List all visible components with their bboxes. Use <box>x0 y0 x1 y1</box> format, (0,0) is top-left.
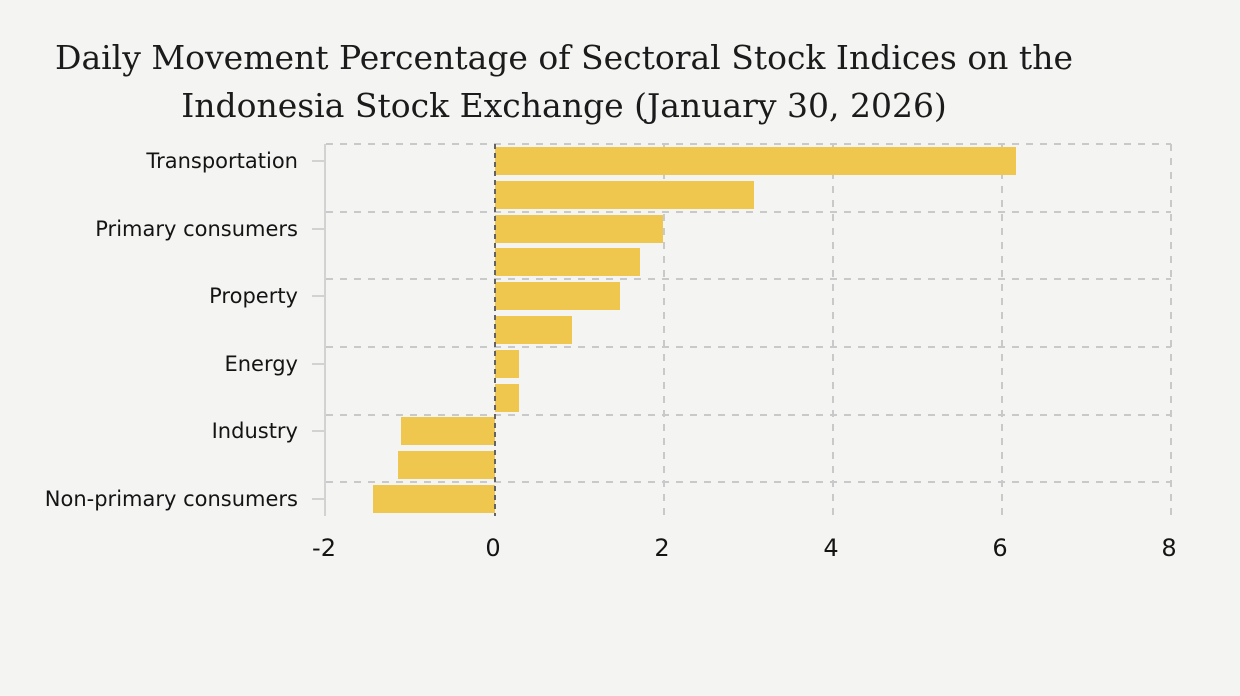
bar <box>495 180 755 209</box>
x-axis-label: -2 <box>312 534 336 562</box>
x-axis-label: 0 <box>485 534 501 562</box>
vertical-gridline <box>663 144 665 516</box>
y-axis-label: Primary consumers <box>95 216 298 241</box>
zero-line <box>494 144 496 516</box>
y-tick <box>312 159 324 162</box>
bar <box>495 248 641 277</box>
bar <box>495 146 1016 175</box>
vertical-gridline <box>1001 144 1003 516</box>
x-axis-label: 4 <box>823 534 839 562</box>
x-axis-label: 2 <box>654 534 670 562</box>
x-axis-label: 8 <box>1161 534 1177 562</box>
y-tick <box>312 498 324 501</box>
horizontal-gridline <box>326 143 1171 145</box>
horizontal-gridline <box>326 481 1171 484</box>
vertical-gridline <box>832 144 834 516</box>
y-tick <box>312 430 324 433</box>
plot-area <box>324 143 1172 516</box>
bar <box>495 383 519 412</box>
y-axis-label: Energy <box>224 351 298 376</box>
vertical-gridline <box>1170 144 1172 516</box>
chart-title-line2: Indonesia Stock Exchange (January 30, 20… <box>181 86 947 125</box>
chart-title: Daily Movement Percentage of Sectoral St… <box>0 34 1128 130</box>
horizontal-gridline <box>326 345 1171 348</box>
y-tick <box>312 227 324 230</box>
bar <box>495 282 621 311</box>
bar <box>495 349 519 378</box>
horizontal-gridline <box>326 413 1171 416</box>
y-tick <box>312 295 324 298</box>
y-tick <box>312 362 324 365</box>
bar <box>495 214 664 243</box>
bar <box>401 417 495 446</box>
bar <box>495 316 572 344</box>
x-axis-label: 6 <box>992 534 1008 562</box>
horizontal-gridline <box>326 210 1171 213</box>
y-axis-label: Transportation <box>146 148 298 173</box>
y-axis-label: Industry <box>211 419 298 444</box>
y-axis-label: Property <box>209 284 298 309</box>
bar <box>373 485 495 514</box>
horizontal-gridline <box>326 278 1171 281</box>
chart-title-line1: Daily Movement Percentage of Sectoral St… <box>55 38 1073 77</box>
bar <box>397 451 495 480</box>
y-axis-label: Non-primary consumers <box>44 487 298 512</box>
